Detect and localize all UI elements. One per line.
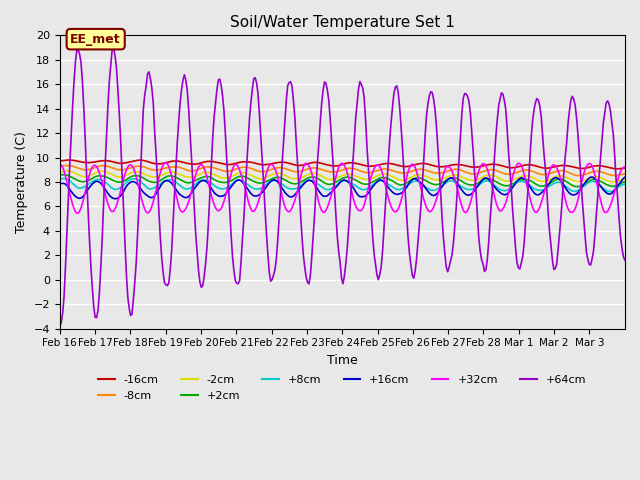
-8cm [125, 165, 133, 171]
+32cm [282, 207, 290, 213]
-2cm [56, 169, 63, 175]
+32cm [469, 189, 477, 194]
Line: +8cm: +8cm [60, 179, 625, 192]
+16cm [468, 191, 476, 196]
-16cm [468, 164, 476, 170]
+16cm [621, 174, 628, 180]
-8cm [413, 167, 420, 172]
+8cm [607, 189, 614, 194]
+32cm [125, 162, 133, 168]
Line: -8cm: -8cm [60, 166, 625, 176]
+2cm [621, 179, 628, 185]
-8cm [281, 166, 289, 171]
Line: +64cm: +64cm [60, 48, 625, 326]
-2cm [621, 177, 628, 182]
+64cm [109, 45, 117, 50]
+32cm [243, 192, 250, 198]
Legend: -16cm, -8cm, -2cm, +2cm, +8cm, +16cm, +32cm, +64cm: -16cm, -8cm, -2cm, +2cm, +8cm, +16cm, +3… [94, 371, 591, 405]
-2cm [465, 177, 473, 183]
+64cm [125, 305, 133, 311]
-8cm [56, 163, 63, 169]
-2cm [281, 172, 289, 178]
-16cm [56, 158, 63, 164]
-2cm [241, 170, 249, 176]
+2cm [412, 175, 419, 181]
-8cm [575, 173, 583, 179]
+32cm [56, 161, 63, 167]
Line: -2cm: -2cm [60, 171, 625, 182]
+32cm [162, 160, 170, 166]
-8cm [241, 164, 249, 170]
-8cm [621, 171, 628, 177]
Title: Soil/Water Temperature Set 1: Soil/Water Temperature Set 1 [230, 15, 454, 30]
-16cm [621, 165, 628, 171]
+8cm [281, 183, 289, 189]
Line: +2cm: +2cm [60, 175, 625, 187]
+64cm [281, 120, 289, 125]
+32cm [414, 174, 422, 180]
-2cm [468, 178, 476, 183]
+64cm [413, 256, 420, 262]
+8cm [468, 186, 476, 192]
+32cm [621, 164, 628, 170]
+32cm [74, 210, 82, 216]
+8cm [413, 179, 420, 184]
+16cm [125, 180, 133, 186]
+16cm [413, 177, 420, 182]
Line: +16cm: +16cm [60, 177, 625, 199]
-2cm [125, 171, 133, 177]
-2cm [65, 168, 72, 174]
-16cm [241, 159, 249, 165]
+8cm [125, 178, 133, 183]
+2cm [240, 174, 248, 180]
X-axis label: Time: Time [327, 354, 358, 367]
-16cm [125, 159, 133, 165]
+16cm [588, 174, 596, 180]
+16cm [56, 180, 63, 186]
-16cm [465, 164, 473, 169]
+2cm [124, 176, 132, 181]
-2cm [609, 179, 617, 185]
+16cm [281, 190, 289, 195]
-8cm [465, 170, 473, 176]
-8cm [468, 171, 476, 177]
+2cm [280, 176, 287, 182]
+8cm [621, 181, 628, 187]
+64cm [56, 323, 63, 329]
+16cm [465, 192, 473, 198]
+32cm [467, 200, 474, 206]
+64cm [465, 98, 473, 104]
+8cm [241, 180, 249, 186]
+8cm [59, 176, 67, 181]
+16cm [241, 183, 249, 189]
+64cm [468, 129, 476, 134]
-8cm [63, 163, 70, 168]
-16cm [281, 159, 289, 165]
Line: +32cm: +32cm [60, 163, 625, 213]
+8cm [465, 187, 473, 192]
+64cm [241, 189, 249, 195]
+2cm [573, 184, 580, 190]
+2cm [467, 182, 474, 188]
-2cm [413, 172, 420, 178]
-16cm [413, 161, 420, 167]
Text: EE_met: EE_met [70, 33, 121, 46]
-16cm [614, 166, 621, 172]
Y-axis label: Temperature (C): Temperature (C) [15, 131, 28, 233]
+2cm [463, 181, 471, 187]
Line: -16cm: -16cm [60, 160, 625, 169]
-16cm [66, 157, 74, 163]
+64cm [621, 257, 628, 263]
+8cm [56, 176, 63, 181]
+16cm [111, 196, 119, 202]
+2cm [56, 172, 63, 178]
